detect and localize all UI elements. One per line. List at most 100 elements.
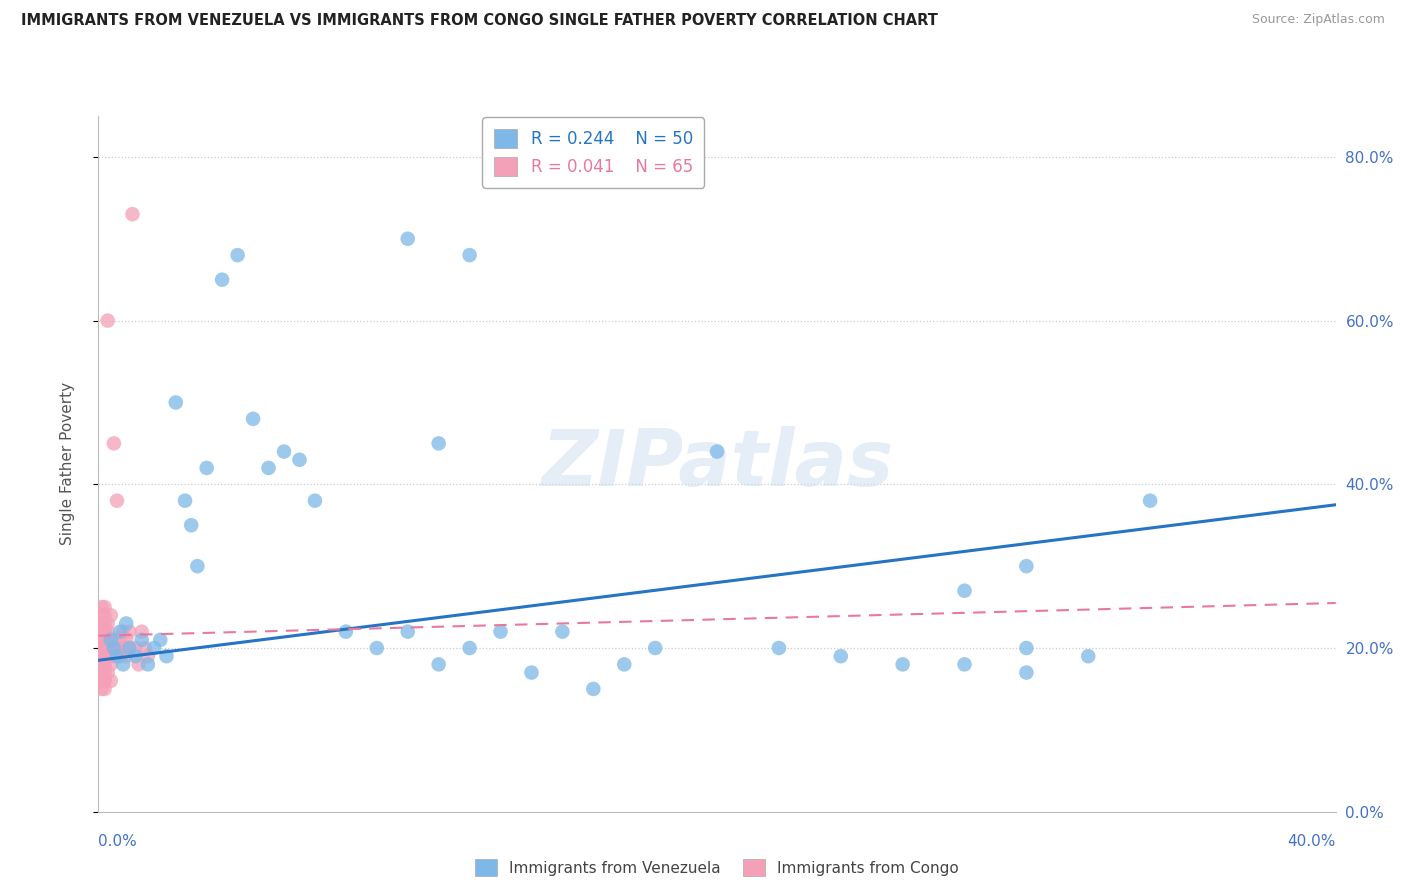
Point (90, 665, 112, 680)
Point (90, 624, 112, 639)
Point (489, 624, 512, 639)
Point (427, 657, 450, 672)
Point (112, 624, 135, 639)
Point (1077, 649, 1099, 664)
Point (1015, 559, 1038, 574)
Point (131, 632, 153, 647)
Point (115, 649, 138, 664)
Point (396, 232, 419, 246)
Point (458, 640, 481, 655)
Point (93, 657, 115, 672)
Point (100, 673, 122, 688)
Point (108, 632, 131, 647)
Point (136, 649, 159, 664)
Text: Source: ZipAtlas.com: Source: ZipAtlas.com (1251, 13, 1385, 27)
Point (143, 640, 166, 655)
Point (90, 616, 112, 631)
Point (195, 461, 218, 475)
Point (335, 624, 357, 639)
Point (288, 452, 311, 467)
Point (366, 640, 388, 655)
Point (93, 632, 115, 647)
Point (706, 444, 728, 458)
Point (121, 207, 143, 221)
Point (93, 681, 115, 696)
Point (186, 559, 208, 574)
Point (165, 395, 187, 409)
Point (97, 649, 120, 664)
Point (93, 673, 115, 688)
Point (427, 436, 450, 450)
Point (149, 632, 172, 647)
Point (582, 681, 605, 696)
Point (118, 640, 141, 655)
Point (155, 649, 177, 664)
Text: 0.0%: 0.0% (98, 834, 138, 849)
Point (273, 444, 295, 458)
Point (108, 649, 131, 664)
Point (93, 665, 115, 680)
Point (90, 681, 112, 696)
Point (112, 657, 135, 672)
Point (90, 640, 112, 655)
Point (115, 632, 138, 647)
Point (93, 608, 115, 623)
Point (613, 657, 636, 672)
Point (90, 632, 112, 647)
Point (90, 624, 112, 639)
Point (112, 640, 135, 655)
Point (953, 583, 976, 598)
Point (90, 608, 112, 623)
Point (174, 493, 197, 508)
Point (90, 665, 112, 680)
Point (551, 624, 574, 639)
Point (90, 632, 112, 647)
Point (128, 657, 150, 672)
Point (100, 657, 122, 672)
Point (103, 640, 125, 655)
Point (93, 649, 115, 664)
Point (304, 493, 326, 508)
Point (97, 640, 120, 655)
Point (136, 657, 159, 672)
Point (105, 640, 128, 655)
Point (90, 600, 112, 615)
Point (90, 673, 112, 688)
Point (100, 640, 122, 655)
Point (242, 412, 264, 426)
Point (97, 632, 120, 647)
Point (93, 640, 115, 655)
Point (105, 493, 128, 508)
Point (226, 248, 249, 262)
Point (90, 640, 112, 655)
Point (100, 608, 122, 623)
Legend: Immigrants from Venezuela, Immigrants from Congo: Immigrants from Venezuela, Immigrants fr… (468, 851, 966, 884)
Point (105, 649, 128, 664)
Point (211, 273, 233, 287)
Point (118, 624, 141, 639)
Point (93, 624, 115, 639)
Point (830, 649, 852, 664)
Point (891, 657, 914, 672)
Point (118, 640, 141, 655)
Point (768, 640, 790, 655)
Point (396, 624, 419, 639)
Point (93, 673, 115, 688)
Point (97, 616, 120, 631)
Point (108, 624, 131, 639)
Point (103, 632, 125, 647)
Text: IMMIGRANTS FROM VENEZUELA VS IMMIGRANTS FROM CONGO SINGLE FATHER POVERTY CORRELA: IMMIGRANTS FROM VENEZUELA VS IMMIGRANTS … (21, 13, 938, 29)
Point (115, 616, 138, 631)
Point (90, 657, 112, 672)
Point (458, 248, 481, 262)
Point (93, 600, 115, 615)
Point (97, 313, 120, 327)
Point (103, 436, 125, 450)
Point (953, 657, 976, 672)
Point (97, 624, 120, 639)
Text: 40.0%: 40.0% (1288, 834, 1336, 849)
Point (93, 624, 115, 639)
Point (644, 640, 666, 655)
Point (1015, 640, 1038, 655)
Point (90, 616, 112, 631)
